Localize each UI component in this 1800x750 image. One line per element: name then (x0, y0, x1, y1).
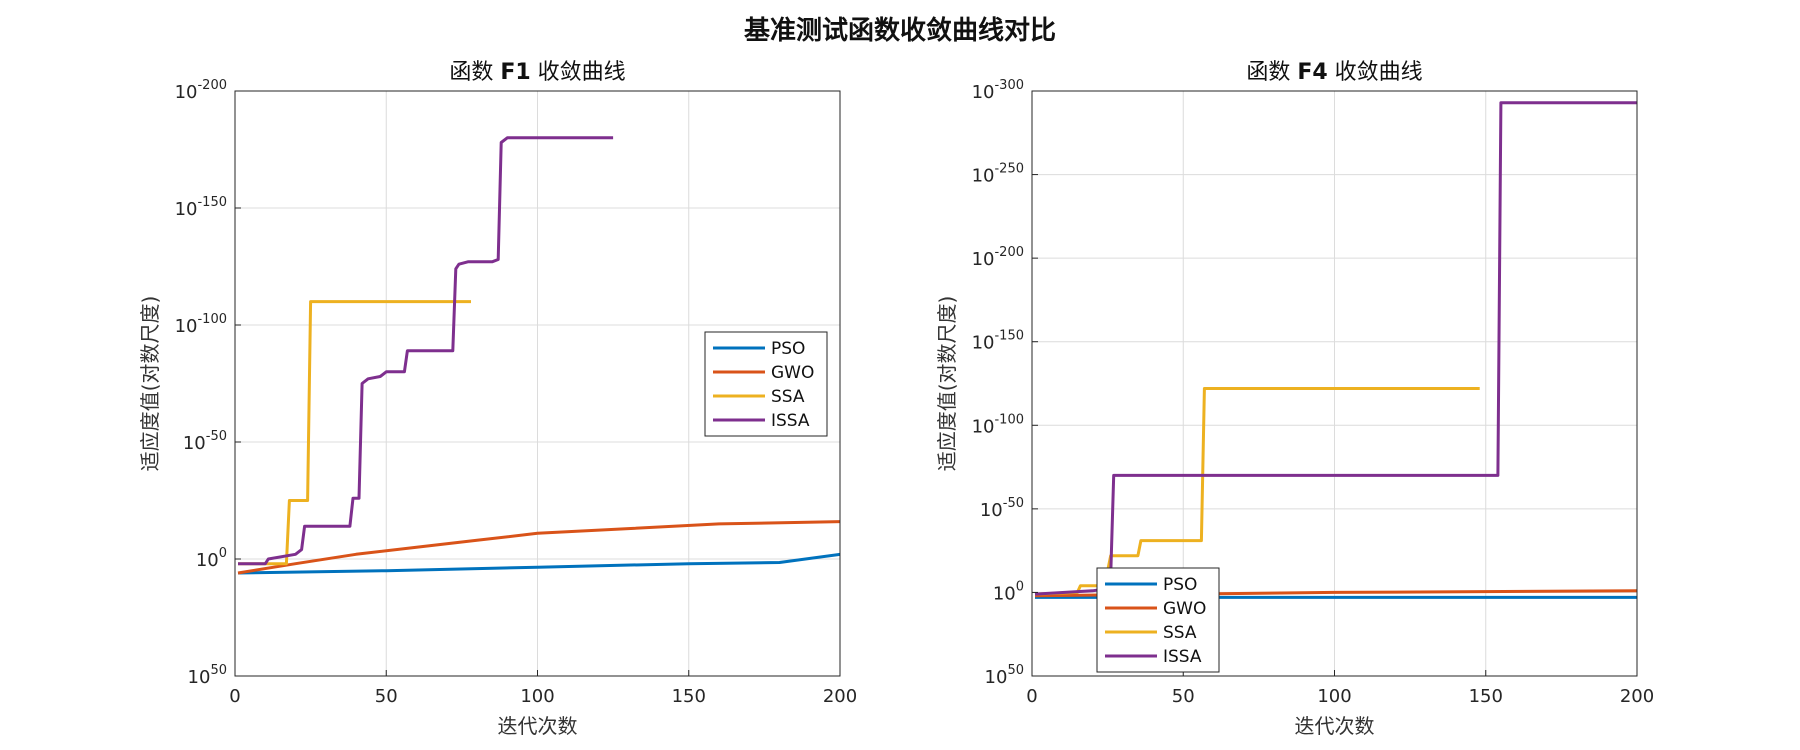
x-tick-label: 50 (375, 686, 398, 707)
y-tick-label: 10-150 (972, 329, 1024, 354)
figure-title: 基准测试函数收敛曲线对比 (743, 16, 1056, 46)
x-tick-label: 0 (1026, 686, 1037, 707)
legend-label-ssa: SSA (1163, 623, 1197, 643)
chart-f1: 0 50 100 150 200 1050 100 10-50 10-100 10-150 10-2… (138, 60, 857, 738)
legend-label-pso: PSO (1163, 575, 1197, 595)
series-line-ssa (1034, 387, 1480, 596)
series-line-issa (1034, 101, 1637, 596)
legend-label-ssa: SSA (771, 387, 805, 407)
x-tick-label: 100 (1317, 686, 1351, 707)
legend: PSO GWO SSA ISSA (704, 331, 828, 437)
chart-title: 函数 F4 收敛曲线 (1246, 60, 1422, 85)
x-tick-label: 150 (1469, 686, 1503, 707)
y-tick-label: 10-100 (972, 412, 1024, 437)
legend: PSO GWO SSA ISSA (1096, 567, 1220, 673)
legend-label-gwo: GWO (771, 363, 814, 383)
y-tick-label: 10-200 (972, 245, 1024, 270)
x-axis-label: 迭代次数 (498, 714, 578, 738)
y-axis-label: 适应度值(对数尺度) (138, 296, 162, 472)
x-tick-label: 150 (672, 686, 706, 707)
x-tick-label: 100 (520, 686, 554, 707)
y-axis-label: 适应度值(对数尺度) (935, 296, 959, 472)
y-tick-label: 1050 (985, 663, 1024, 688)
legend-label-issa: ISSA (1163, 647, 1202, 667)
series-line-issa (238, 136, 614, 566)
legend-label-pso: PSO (771, 339, 805, 359)
y-tick-label: 10-100 (175, 312, 227, 337)
series-line-pso (237, 552, 840, 575)
chart-f4: 0 50 100 150 200 1050 100 10-50 10-100 10-150 10-2… (935, 60, 1654, 738)
x-tick-label: 0 (229, 686, 240, 707)
y-tick-label: 10-200 (175, 78, 227, 103)
x-tick-label: 200 (1620, 686, 1654, 707)
y-tick-label: 10-50 (183, 429, 227, 454)
y-tick-label: 10-150 (175, 195, 227, 220)
y-tick-label: 10-300 (972, 78, 1024, 103)
legend-label-issa: ISSA (771, 411, 810, 431)
x-tick-label: 50 (1172, 686, 1195, 707)
y-tick-label: 100 (993, 579, 1024, 604)
x-tick-label: 200 (823, 686, 857, 707)
x-axis-label: 迭代次数 (1295, 714, 1375, 738)
y-tick-label: 10-50 (980, 496, 1024, 521)
legend-label-gwo: GWO (1163, 599, 1206, 619)
y-tick-label: 10-250 (972, 162, 1024, 187)
y-tick-label: 1050 (188, 663, 227, 688)
chart-title: 函数 F1 收敛曲线 (449, 60, 625, 85)
y-tick-label: 100 (196, 546, 227, 571)
series-line-gwo (237, 520, 840, 575)
series-line-ssa (238, 300, 471, 566)
